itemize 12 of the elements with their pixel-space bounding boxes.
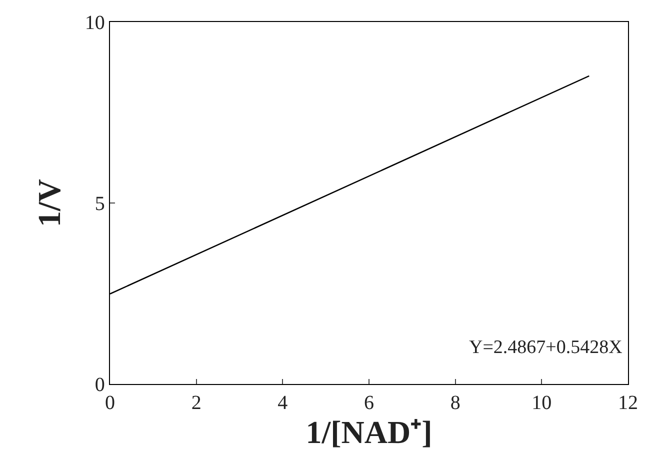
x-tick-label: 8 xyxy=(450,392,460,414)
x-tick-label: 10 xyxy=(532,392,552,414)
x-tick-label: 4 xyxy=(278,392,288,414)
y-tick-label: 0 xyxy=(94,374,105,396)
x-tick-label: 12 xyxy=(618,392,638,414)
x-tick-label: 6 xyxy=(364,392,374,414)
annotation: Y=2.4867+0.5428X xyxy=(469,337,623,358)
x-axis-title: 1/[NAD⁺] xyxy=(306,414,432,450)
y-tick-label: 5 xyxy=(94,193,105,215)
x-tick-label: 2 xyxy=(191,392,202,414)
y-axis-title: 1/V xyxy=(31,179,68,227)
y-tick-label: 10 xyxy=(84,12,105,34)
